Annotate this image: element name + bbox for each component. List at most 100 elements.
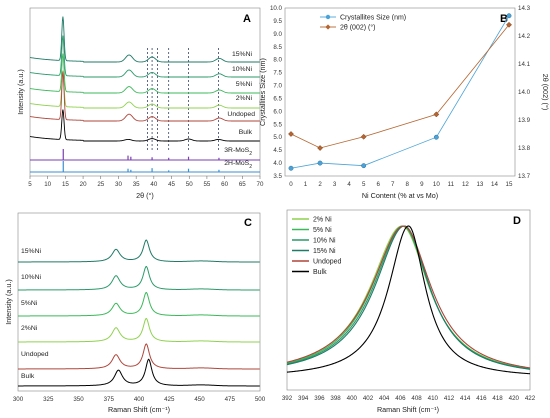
- d-legend-label: 10% Ni: [313, 238, 336, 245]
- a-xtick-label: 10: [44, 181, 51, 188]
- b-xtick-label: 6: [376, 181, 380, 188]
- b-point: [288, 131, 294, 137]
- a-xtick-label: 60: [221, 181, 228, 188]
- a-series-label: 2%Ni: [236, 95, 253, 102]
- c-series-15ni: [18, 239, 260, 263]
- a-xtick-label: 55: [203, 181, 210, 188]
- b-xtick-label: 10: [433, 181, 440, 188]
- a-series-label: 10%Ni: [232, 66, 253, 73]
- d-xtick-label: 404: [379, 395, 390, 402]
- a-series-10ni: [29, 35, 260, 78]
- b-ytick-label: 8.5: [273, 44, 282, 51]
- panel-c-frame: [17, 212, 261, 392]
- b-xtick-label: 9: [420, 181, 424, 188]
- a-ref-label: 2H-MoS2: [224, 160, 252, 170]
- a-ylabel: Intensity (a.u.): [16, 69, 25, 115]
- b-ytick-label: 7.0: [273, 83, 282, 90]
- b-ytick-label: 5.0: [273, 134, 282, 141]
- b-y2tick-label: 14.2: [518, 33, 531, 40]
- b-legend-label: 2θ (002) (°): [340, 24, 375, 32]
- a-series-label: Bulk: [239, 129, 253, 136]
- b-xtick-label: 12: [462, 181, 469, 188]
- b-xtick-label: 14: [491, 181, 498, 188]
- d-xtick-label: 416: [476, 395, 487, 402]
- d-legend-label: 15% Ni: [313, 248, 336, 255]
- b-xlabel: Ni Content (% at vs Mo): [362, 191, 438, 200]
- b-point: [506, 13, 512, 19]
- c-xtick-label: 450: [194, 396, 205, 403]
- d-xtick-label: 414: [460, 395, 471, 402]
- d-xtick-label: 410: [428, 395, 439, 402]
- c-series-label: 10%Ni: [21, 274, 42, 281]
- a-xtick-label: 50: [186, 181, 193, 188]
- d-xtick-label: 402: [363, 395, 374, 402]
- b-xtick-label: 13: [476, 181, 483, 188]
- b-point: [288, 165, 294, 171]
- a-xtick-label: 70: [257, 181, 264, 188]
- d-xtick-label: 396: [314, 395, 325, 402]
- d-xtick-label: 412: [444, 395, 455, 402]
- d-series-bulk: [286, 225, 531, 375]
- b-ytick-label: 5.5: [273, 121, 282, 128]
- b-point: [317, 160, 323, 166]
- a-xtick-label: 45: [168, 181, 175, 188]
- a-series-undoped: [29, 71, 260, 122]
- b-ytick-label: 3.5: [273, 173, 282, 180]
- c-series-2ni: [18, 317, 260, 343]
- a-xtick-label: 30: [115, 181, 122, 188]
- b-y2tick-label: 14.0: [518, 89, 531, 96]
- b-xtick-label: 8: [406, 181, 410, 188]
- b-y2tick-label: 14.1: [518, 61, 531, 68]
- b-ytick-label: 9.0: [273, 31, 282, 38]
- c-series-undoped: [18, 343, 260, 370]
- b-legend-marker: [325, 24, 331, 30]
- d-xtick-label: 400: [347, 395, 358, 402]
- a-ref-label: 3R-MoS2: [224, 147, 252, 157]
- b-xtick-label: 2: [318, 181, 322, 188]
- a-xtick-label: 40: [150, 181, 157, 188]
- a-xlabel: 2θ (°): [136, 191, 154, 200]
- a-xtick-label: 65: [239, 181, 246, 188]
- d-xtick-label: 398: [330, 395, 341, 402]
- panel-b-frame: [284, 7, 516, 177]
- c-series-bulk: [18, 358, 260, 387]
- b-legend-marker: [325, 14, 331, 20]
- b-y2tick-label: 14.3: [518, 5, 531, 12]
- b-ytick-label: 6.0: [273, 108, 282, 115]
- panel-c-letter: C: [244, 217, 252, 229]
- b-point: [361, 163, 367, 169]
- a-xtick-label: 20: [80, 181, 87, 188]
- b-ytick-label: 4.0: [273, 160, 282, 167]
- d-xtick-label: 408: [411, 395, 422, 402]
- a-series-15ni: [29, 16, 260, 63]
- panel-c-plot: 300 325 350 375 400 425 450 475 500 15%Ni 10%Ni 5%N…: [13, 239, 266, 403]
- c-xtick-label: 425: [164, 396, 175, 403]
- b-y2tick-label: 13.7: [518, 173, 531, 180]
- panel-b-letter: B: [500, 13, 508, 25]
- b-ytick-label: 4.5: [273, 147, 282, 154]
- b-xtick-label: 15: [506, 181, 513, 188]
- a-xtick-label: 5: [28, 181, 32, 188]
- a-series-label: Undoped: [227, 111, 255, 118]
- c-xtick-label: 325: [43, 396, 54, 403]
- d-xtick-label: 394: [298, 395, 309, 402]
- c-series-label: 15%Ni: [21, 248, 42, 255]
- c-xtick-label: 375: [104, 396, 115, 403]
- a-series-label: 5%Ni: [236, 81, 253, 88]
- panel-d-letter: D: [513, 215, 521, 227]
- c-series-label: 2%Ni: [21, 325, 38, 332]
- b-ytick-label: 7.5: [273, 70, 282, 77]
- d-series-undoped: [286, 225, 531, 369]
- b-point: [433, 134, 439, 140]
- b-xtick-label: 1: [304, 181, 308, 188]
- d-legend-label: 5% Ni: [313, 227, 332, 234]
- d-legend-label: Undoped: [313, 259, 342, 266]
- c-series-10ni: [18, 265, 260, 291]
- a-xtick-label: 25: [97, 181, 104, 188]
- d-xtick-label: 422: [525, 395, 536, 402]
- a-xtick-label: 15: [62, 181, 69, 188]
- panel-d-plot: 392 394 396 398 400 402 404 406 408 410 412 414 416 4…: [282, 217, 536, 403]
- c-series-label: Undoped: [21, 351, 49, 358]
- b-y2label: 2θ (002) (°): [541, 74, 550, 110]
